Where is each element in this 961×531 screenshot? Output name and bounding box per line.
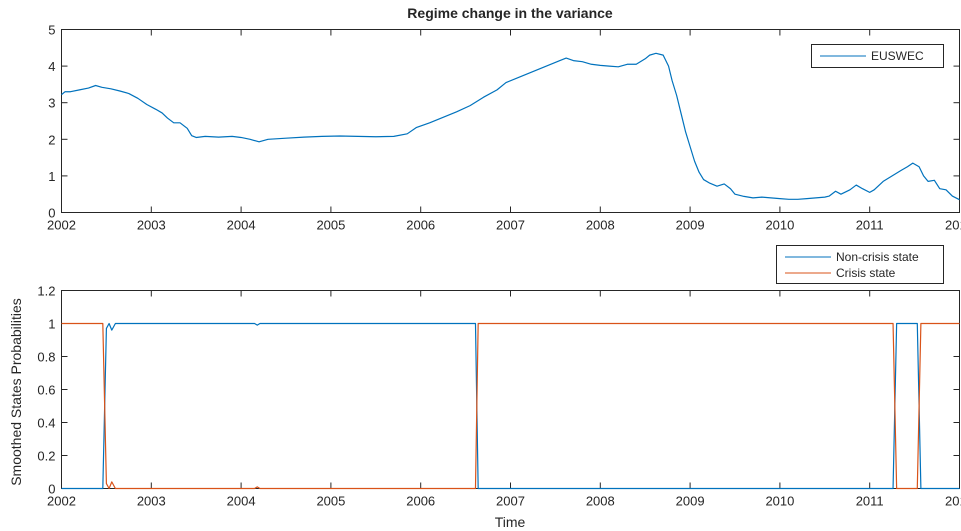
- top-x-tick-label: 2006: [406, 218, 435, 233]
- top-x-tick-label: 2009: [676, 218, 705, 233]
- top-x-tick-label: 2010: [765, 218, 794, 233]
- bottom-y-tick-label: 0.4: [37, 416, 55, 431]
- top-y-tick-label: 5: [48, 23, 55, 38]
- top-legend: EUSWEC: [811, 44, 944, 68]
- top-axis-ticks: 2002 2003 2004 2005 2006 2007 2008 2009 2010 2011…: [47, 23, 961, 233]
- top-chart: Regime change in the variance 2002 2003 20…: [47, 5, 961, 233]
- top-x-tick-label: 2011: [856, 218, 884, 233]
- top-y-tick-label: 2: [48, 132, 55, 147]
- top-x-tick-label: 2005: [316, 218, 345, 233]
- bottom-x-tick-label: 2007: [496, 494, 525, 509]
- bottom-x-tick-label: 2009: [676, 494, 705, 509]
- top-x-tick-label: 2008: [586, 218, 615, 233]
- bottom-x-tick-label: 2012: [945, 494, 961, 509]
- bottom-y-tick-label: 0.2: [37, 449, 55, 464]
- bottom-legend: Non-crisis state Crisis state: [776, 245, 944, 284]
- bottom-x-axis-label: Time: [495, 514, 526, 530]
- bottom-x-tick-label: 2003: [137, 494, 166, 509]
- series-line-euswec: [61, 52, 960, 201]
- top-x-tick-label: 2004: [227, 218, 256, 233]
- bottom-x-tick-label: 2006: [406, 494, 435, 509]
- bottom-x-tick-label: 2002: [47, 494, 76, 509]
- top-y-tick-label: 4: [48, 59, 55, 74]
- bottom-series-lines: [61, 322, 960, 490]
- top-y-tick-label: 0: [48, 206, 55, 221]
- bottom-chart: 2002 2003 2004 2005 2006 2007 2008 2009 2010 2011…: [8, 245, 961, 530]
- legend-label-crisis: Crisis state: [836, 266, 896, 280]
- top-chart-title: Regime change in the variance: [407, 5, 613, 21]
- bottom-y-tick-label: 1.2: [37, 284, 55, 299]
- bottom-y-tick-label: 0: [48, 482, 55, 497]
- bottom-y-axis-label: Smoothed States Probabilities: [8, 298, 24, 486]
- top-series-lines: [61, 52, 960, 201]
- series-line-crisis-state: [61, 322, 960, 490]
- bottom-legend-box: [776, 245, 944, 284]
- bottom-plot-area: [61, 290, 960, 489]
- bottom-x-tick-label: 2008: [586, 494, 615, 509]
- top-x-tick-label: 2003: [137, 218, 166, 233]
- bottom-x-tick-label: 2011: [856, 494, 884, 509]
- bottom-x-tick-label: 2005: [316, 494, 345, 509]
- bottom-x-tick-label: 2004: [227, 494, 256, 509]
- bottom-y-tick-label: 1: [48, 317, 55, 332]
- legend-label-non-crisis: Non-crisis state: [836, 250, 919, 264]
- top-legend-box: [811, 44, 944, 68]
- bottom-y-tick-label: 0.6: [37, 383, 55, 398]
- series-line-non-crisis-state: [61, 322, 960, 490]
- top-y-tick-label: 1: [48, 169, 55, 184]
- bottom-x-tick-label: 2010: [765, 494, 794, 509]
- top-x-tick-label: 2007: [496, 218, 525, 233]
- top-x-tick-label: 2002: [47, 218, 76, 233]
- top-y-tick-label: 3: [48, 96, 55, 111]
- top-x-tick-label: 2012: [945, 218, 961, 233]
- bottom-axis-ticks: 2002 2003 2004 2005 2006 2007 2008 2009 2010 2011…: [37, 284, 961, 509]
- legend-label-euswec: EUSWEC: [871, 49, 924, 63]
- bottom-y-tick-label: 0.8: [37, 350, 55, 365]
